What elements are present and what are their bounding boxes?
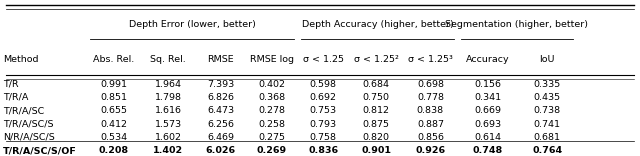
- Text: T/R/A/SC: T/R/A/SC: [3, 106, 44, 115]
- Text: Abs. Rel.: Abs. Rel.: [93, 55, 134, 64]
- Text: 0.758: 0.758: [310, 133, 337, 142]
- Text: T/R/A: T/R/A: [3, 93, 29, 102]
- Text: RMSE log: RMSE log: [250, 55, 294, 64]
- Text: 0.412: 0.412: [100, 119, 127, 129]
- Text: 0.764: 0.764: [532, 146, 563, 155]
- Text: 1.573: 1.573: [154, 119, 182, 129]
- Text: σ < 1.25³: σ < 1.25³: [408, 55, 453, 64]
- Text: 0.851: 0.851: [100, 93, 127, 102]
- Text: 1.798: 1.798: [154, 93, 182, 102]
- Text: 0.926: 0.926: [415, 146, 445, 155]
- Text: 0.778: 0.778: [417, 93, 444, 102]
- Text: 0.753: 0.753: [310, 106, 337, 115]
- Text: T/R: T/R: [3, 80, 19, 89]
- Text: 0.368: 0.368: [259, 93, 285, 102]
- Text: 0.750: 0.750: [362, 93, 390, 102]
- Text: T/R/A/SC/S/OF: T/R/A/SC/S/OF: [3, 146, 77, 155]
- Text: 0.793: 0.793: [310, 119, 337, 129]
- Text: Sq. Rel.: Sq. Rel.: [150, 55, 186, 64]
- Text: 0.598: 0.598: [310, 80, 337, 89]
- Text: 0.875: 0.875: [362, 119, 390, 129]
- Text: 0.698: 0.698: [417, 80, 444, 89]
- Text: 7.393: 7.393: [207, 80, 234, 89]
- Text: 0.887: 0.887: [417, 119, 444, 129]
- Text: 0.741: 0.741: [534, 119, 561, 129]
- Text: 0.534: 0.534: [100, 133, 127, 142]
- Text: RMSE: RMSE: [207, 55, 234, 64]
- Text: 0.856: 0.856: [417, 133, 444, 142]
- Text: 6.469: 6.469: [207, 133, 234, 142]
- Text: 6.256: 6.256: [207, 119, 234, 129]
- Text: 1.602: 1.602: [154, 133, 182, 142]
- Text: 6.826: 6.826: [207, 93, 234, 102]
- Text: IoU: IoU: [540, 55, 555, 64]
- Text: 0.258: 0.258: [259, 119, 285, 129]
- Text: 0.820: 0.820: [362, 133, 390, 142]
- Text: 0.341: 0.341: [474, 93, 502, 102]
- Text: 6.026: 6.026: [205, 146, 236, 155]
- Text: 0.278: 0.278: [259, 106, 285, 115]
- Text: 0.269: 0.269: [257, 146, 287, 155]
- Text: 6.473: 6.473: [207, 106, 234, 115]
- Text: Depth Accuracy (higher, better): Depth Accuracy (higher, better): [301, 20, 454, 29]
- Text: 0.748: 0.748: [473, 146, 503, 155]
- Text: σ < 1.25²: σ < 1.25²: [353, 55, 399, 64]
- Text: 0.669: 0.669: [474, 106, 502, 115]
- Text: 0.692: 0.692: [310, 93, 337, 102]
- Text: 0.838: 0.838: [417, 106, 444, 115]
- Text: 0.614: 0.614: [474, 133, 502, 142]
- Text: 0.208: 0.208: [99, 146, 129, 155]
- Text: N/R/A/SC/S: N/R/A/SC/S: [3, 133, 55, 142]
- Text: 0.156: 0.156: [474, 80, 502, 89]
- Text: 1.616: 1.616: [154, 106, 182, 115]
- Text: 0.655: 0.655: [100, 106, 127, 115]
- Text: 0.812: 0.812: [362, 106, 390, 115]
- Text: 0.402: 0.402: [259, 80, 285, 89]
- Text: Segmentation (higher, better): Segmentation (higher, better): [445, 20, 588, 29]
- Text: Depth Error (lower, better): Depth Error (lower, better): [129, 20, 255, 29]
- Text: 0.275: 0.275: [259, 133, 285, 142]
- Text: 0.681: 0.681: [534, 133, 561, 142]
- Text: 0.901: 0.901: [361, 146, 391, 155]
- Text: 0.836: 0.836: [308, 146, 339, 155]
- Text: Accuracy: Accuracy: [466, 55, 510, 64]
- Text: 0.684: 0.684: [362, 80, 390, 89]
- Text: 1.964: 1.964: [154, 80, 182, 89]
- Text: 0.738: 0.738: [534, 106, 561, 115]
- Text: 0.335: 0.335: [534, 80, 561, 89]
- Text: T/R/A/SC/S: T/R/A/SC/S: [3, 119, 54, 129]
- Text: 0.693: 0.693: [474, 119, 502, 129]
- Text: σ < 1.25: σ < 1.25: [303, 55, 344, 64]
- Text: 0.435: 0.435: [534, 93, 561, 102]
- Text: Method: Method: [3, 55, 38, 64]
- Text: 0.991: 0.991: [100, 80, 127, 89]
- Text: 1.402: 1.402: [153, 146, 183, 155]
